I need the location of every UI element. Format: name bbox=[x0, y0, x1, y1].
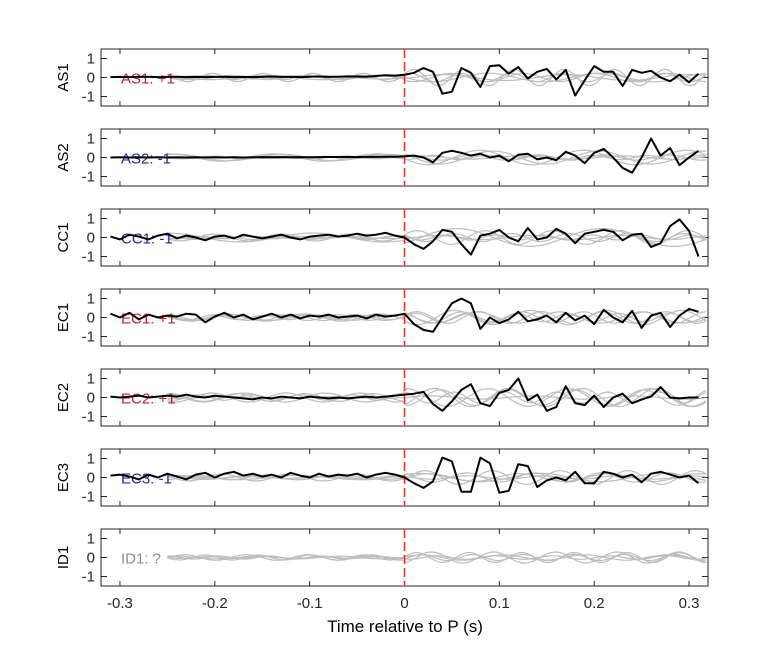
trace-line bbox=[110, 137, 700, 174]
background-trace bbox=[167, 472, 707, 483]
background-trace bbox=[167, 387, 707, 408]
y-tick-label: 0 bbox=[87, 390, 95, 407]
panel-id1: 1 0 -1 ID1 ID1: ? bbox=[55, 528, 709, 587]
panel-annotation: ID1: ? bbox=[121, 551, 161, 568]
panel-ylabel: AS2 bbox=[55, 143, 72, 171]
background-trace bbox=[167, 227, 707, 247]
x-tick-label: 0.1 bbox=[489, 595, 510, 612]
y-tick-label: 0 bbox=[87, 550, 95, 567]
panel-annotation: EC3: -1 bbox=[121, 471, 172, 488]
y-tick-label: -1 bbox=[82, 329, 95, 346]
y-tick-label: -1 bbox=[82, 489, 95, 506]
y-tick-label: -1 bbox=[82, 409, 95, 426]
x-tick-label: -0.2 bbox=[202, 595, 228, 612]
y-tick-label: 0 bbox=[87, 230, 95, 247]
y-tick-label: 1 bbox=[87, 211, 95, 228]
x-tick-label: 0.3 bbox=[679, 595, 700, 612]
y-tick-label: 1 bbox=[87, 131, 95, 148]
trace-line bbox=[110, 297, 699, 333]
y-tick-label: 0 bbox=[87, 470, 95, 487]
background-trace bbox=[167, 312, 707, 323]
panel-ylabel: AS1 bbox=[55, 63, 72, 91]
panel-as1: 1 0 -1 AS1 AS1: +1 bbox=[55, 48, 709, 107]
panel-ylabel: ID1 bbox=[55, 546, 72, 569]
background-trace bbox=[167, 391, 707, 404]
panel-annotation: AS2: -1 bbox=[121, 151, 171, 168]
y-tick-label: -1 bbox=[82, 89, 95, 106]
y-tick-label: 1 bbox=[87, 451, 95, 468]
background-trace bbox=[167, 309, 707, 326]
panel-annotation: EC1: +1 bbox=[121, 311, 176, 328]
y-tick-label: 0 bbox=[87, 310, 95, 327]
y-tick-label: 1 bbox=[87, 291, 95, 308]
y-tick-label: -1 bbox=[82, 569, 95, 586]
panel-ylabel: EC2 bbox=[55, 383, 72, 412]
y-tick-label: 0 bbox=[87, 150, 95, 167]
trace-line bbox=[110, 64, 700, 97]
x-tick-label: 0 bbox=[400, 595, 408, 612]
y-tick-label: -1 bbox=[82, 249, 95, 266]
panel-as2: 1 0 -1 AS2 AS2: -1 bbox=[55, 128, 709, 187]
trace-line bbox=[110, 456, 700, 494]
y-tick-label: -1 bbox=[82, 169, 95, 186]
panel-ec3: 1 0 -1 EC3 EC3: -1 bbox=[55, 448, 709, 507]
background-trace bbox=[167, 551, 707, 564]
panel-ylabel: EC1 bbox=[55, 303, 72, 332]
trace-line bbox=[110, 377, 699, 412]
y-tick-label: 1 bbox=[87, 531, 95, 548]
panel-ylabel: EC3 bbox=[55, 463, 72, 492]
panel-ec2: 1 0 -1 EC2 EC2: +1 bbox=[55, 368, 709, 427]
panel-ec1: 1 0 -1 EC1 EC1: +1 bbox=[55, 288, 709, 347]
panel-annotation: EC2: +1 bbox=[121, 391, 176, 408]
panel-annotation: AS1: +1 bbox=[121, 71, 175, 88]
trace-line bbox=[110, 218, 700, 257]
y-tick-label: 0 bbox=[87, 70, 95, 87]
panel-ylabel: CC1 bbox=[55, 222, 72, 252]
y-tick-label: 1 bbox=[87, 371, 95, 388]
x-axis-label: Time relative to P (s) bbox=[327, 617, 483, 636]
x-tick-label: -0.3 bbox=[107, 595, 133, 612]
x-axis: -0.3 -0.2 -0.1 0 0.1 0.2 0.3 bbox=[107, 595, 699, 612]
background-trace bbox=[167, 387, 707, 408]
background-trace bbox=[167, 68, 707, 87]
y-tick-label: 1 bbox=[87, 51, 95, 68]
x-tick-label: 0.2 bbox=[584, 595, 605, 612]
background-trace bbox=[167, 229, 707, 246]
x-tick-label: -0.1 bbox=[297, 595, 323, 612]
background-trace bbox=[167, 73, 707, 82]
background-trace bbox=[167, 555, 707, 560]
